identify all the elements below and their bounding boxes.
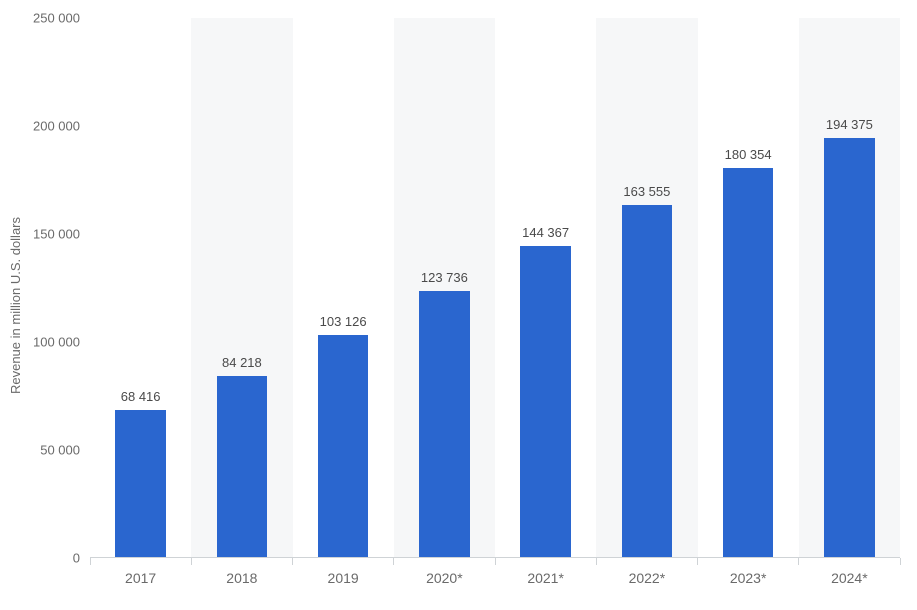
bar-value-label: 84 218	[222, 355, 262, 370]
x-axis-label: 2020*	[426, 558, 463, 586]
bar: 144 367	[520, 246, 571, 558]
bar: 180 354	[723, 168, 774, 558]
bar-value-label: 144 367	[522, 225, 569, 240]
y-axis-title-container: Revenue in million U.S. dollars	[6, 0, 26, 610]
bar-value-label: 180 354	[725, 147, 772, 162]
bar: 163 555	[622, 205, 673, 558]
bar: 123 736	[419, 291, 470, 558]
bar: 194 375	[824, 138, 875, 558]
bar-value-label: 68 416	[121, 389, 161, 404]
x-tick-mark	[191, 558, 192, 565]
x-tick-mark	[292, 558, 293, 565]
y-tick-label: 150 000	[10, 227, 90, 242]
bar-value-label: 163 555	[623, 184, 670, 199]
x-tick-mark	[90, 558, 91, 565]
x-axis-label: 2024*	[831, 558, 868, 586]
x-tick-mark	[900, 558, 901, 565]
x-tick-mark	[495, 558, 496, 565]
bar: 68 416	[115, 410, 166, 558]
x-tick-mark	[393, 558, 394, 565]
bar-value-label: 103 126	[320, 314, 367, 329]
y-tick-label: 50 000	[10, 443, 90, 458]
x-axis-label: 2021*	[527, 558, 564, 586]
y-tick-label: 250 000	[10, 11, 90, 26]
y-tick-label: 0	[10, 551, 90, 566]
plot-area: 050 000100 000150 000200 000250 00020176…	[90, 18, 900, 558]
x-tick-mark	[697, 558, 698, 565]
y-tick-label: 200 000	[10, 119, 90, 134]
x-axis-label: 2019	[328, 558, 359, 586]
x-tick-mark	[798, 558, 799, 565]
x-tick-mark	[596, 558, 597, 565]
y-axis-title: Revenue in million U.S. dollars	[9, 216, 24, 393]
bar: 103 126	[318, 335, 369, 558]
x-axis-label: 2017	[125, 558, 156, 586]
bar: 84 218	[217, 376, 268, 558]
bar-value-label: 123 736	[421, 270, 468, 285]
bar-value-label: 194 375	[826, 117, 873, 132]
x-axis-line	[90, 557, 900, 558]
x-axis-label: 2022*	[629, 558, 666, 586]
x-axis-label: 2018	[226, 558, 257, 586]
revenue-bar-chart: Revenue in million U.S. dollars 050 0001…	[0, 0, 917, 610]
y-tick-label: 100 000	[10, 335, 90, 350]
x-axis-label: 2023*	[730, 558, 767, 586]
